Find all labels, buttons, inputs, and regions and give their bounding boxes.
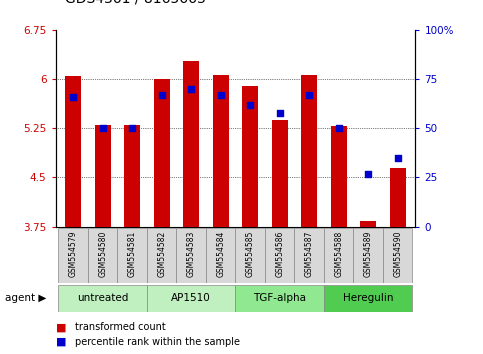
Point xyxy=(364,171,372,176)
Bar xyxy=(242,86,258,227)
Bar xyxy=(117,228,147,283)
Point xyxy=(246,102,254,108)
Bar xyxy=(360,221,376,227)
Bar xyxy=(88,228,117,283)
Text: GSM554587: GSM554587 xyxy=(305,230,313,277)
Bar xyxy=(330,126,347,227)
Bar xyxy=(154,79,170,227)
Text: GSM554583: GSM554583 xyxy=(187,230,196,277)
Text: TGF-alpha: TGF-alpha xyxy=(253,293,306,303)
Point xyxy=(276,110,284,115)
Point xyxy=(70,94,77,100)
Text: untreated: untreated xyxy=(77,293,128,303)
Bar xyxy=(206,228,236,283)
Bar xyxy=(390,167,406,227)
Text: percentile rank within the sample: percentile rank within the sample xyxy=(75,337,240,347)
Text: ■: ■ xyxy=(56,322,66,332)
Text: GSM554582: GSM554582 xyxy=(157,230,166,277)
Text: GSM554588: GSM554588 xyxy=(334,230,343,277)
Point xyxy=(305,92,313,98)
Bar xyxy=(295,228,324,283)
Bar xyxy=(383,228,412,283)
Point xyxy=(99,125,107,131)
Text: GSM554589: GSM554589 xyxy=(364,230,373,277)
Bar xyxy=(265,228,295,283)
Bar xyxy=(147,228,176,283)
Bar xyxy=(95,125,111,227)
Text: Heregulin: Heregulin xyxy=(343,293,394,303)
Bar xyxy=(58,228,88,283)
Text: GSM554586: GSM554586 xyxy=(275,230,284,277)
Bar xyxy=(271,120,288,227)
Bar xyxy=(324,285,412,312)
Point xyxy=(158,92,166,98)
Text: GSM554584: GSM554584 xyxy=(216,230,225,277)
Bar xyxy=(147,285,236,312)
Point xyxy=(335,125,342,131)
Bar xyxy=(183,61,199,227)
Bar xyxy=(213,75,229,227)
Text: GSM554581: GSM554581 xyxy=(128,230,137,277)
Bar xyxy=(124,125,141,227)
Bar xyxy=(236,228,265,283)
Bar xyxy=(354,228,383,283)
Point xyxy=(394,155,401,161)
Text: ■: ■ xyxy=(56,337,66,347)
Text: GDS4361 / 8165663: GDS4361 / 8165663 xyxy=(65,0,206,5)
Text: GSM554590: GSM554590 xyxy=(393,230,402,277)
Text: GSM554579: GSM554579 xyxy=(69,230,78,277)
Text: GSM554580: GSM554580 xyxy=(98,230,107,277)
Point xyxy=(187,86,195,92)
Bar xyxy=(65,76,81,227)
Bar xyxy=(176,228,206,283)
Text: GSM554585: GSM554585 xyxy=(246,230,255,277)
Bar xyxy=(301,75,317,227)
Text: AP1510: AP1510 xyxy=(171,293,211,303)
Point xyxy=(217,92,225,98)
Bar xyxy=(58,285,147,312)
Text: agent ▶: agent ▶ xyxy=(5,293,46,303)
Point xyxy=(128,125,136,131)
Bar xyxy=(236,285,324,312)
Bar xyxy=(324,228,354,283)
Text: transformed count: transformed count xyxy=(75,322,166,332)
